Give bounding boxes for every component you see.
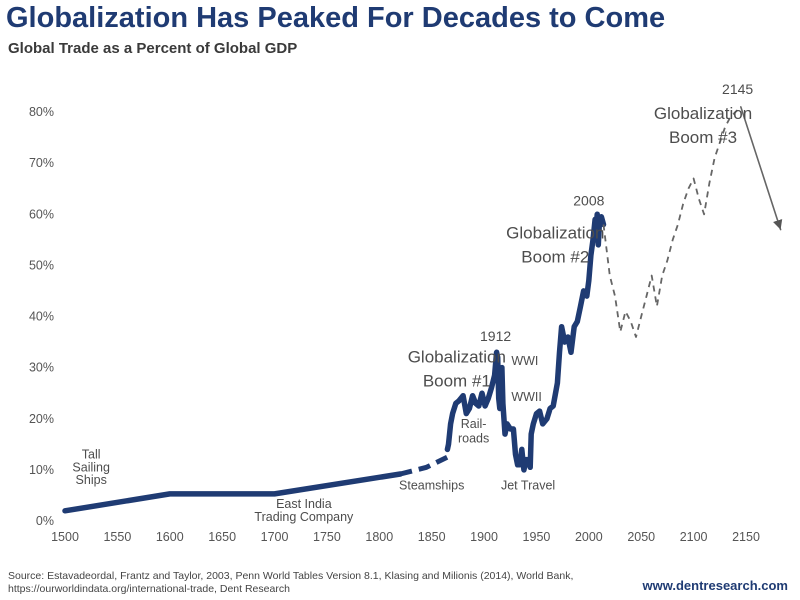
line-chart: 1500 1550 1600 1650 1700 1750 1800 1850 1900 1950… xyxy=(29,81,783,544)
x-tick-label: 1550 xyxy=(103,530,131,544)
annotation-label: Globalization xyxy=(408,348,506,367)
x-tick-label: 1650 xyxy=(208,530,236,544)
source-line-1: Source: Estavadeordal, Frantz and Taylor… xyxy=(8,570,574,582)
x-tick-label: 1900 xyxy=(470,530,498,544)
x-tick-label: 1950 xyxy=(523,530,551,544)
y-tick-label: 30% xyxy=(29,361,54,375)
annotation-label: Ships xyxy=(76,473,107,487)
annotation-label: Tall xyxy=(82,448,101,462)
annotation-label: WWI xyxy=(511,354,538,368)
annotation-label: Boom #3 xyxy=(669,128,737,147)
annotation-label: East India xyxy=(276,497,332,511)
x-tick-label: 1750 xyxy=(313,530,341,544)
y-tick-label: 40% xyxy=(29,310,54,324)
annotation-label: 2008 xyxy=(573,193,604,209)
chart-subtitle: Global Trade as a Percent of Global GDP xyxy=(8,40,298,57)
x-tick-label: 2150 xyxy=(732,530,760,544)
source-line-2: https://ourworldindata.org/international… xyxy=(8,583,290,595)
x-axis: 1500 1550 1600 1650 1700 1750 1800 1850 1900 1950… xyxy=(51,530,760,544)
x-tick-label: 1850 xyxy=(418,530,446,544)
annotation-label: 1912 xyxy=(480,328,511,344)
series-line-1 xyxy=(62,471,404,514)
annotation-label: Steamships xyxy=(399,478,464,492)
x-tick-label: 1700 xyxy=(261,530,289,544)
source-note: Source: Estavadeordal, Frantz and Taylor… xyxy=(8,570,618,596)
annotation-label: Rail- xyxy=(461,417,487,431)
x-tick-label: 1600 xyxy=(156,530,184,544)
x-tick-label: 1500 xyxy=(51,530,79,544)
series-line-2 xyxy=(399,454,449,477)
y-tick-label: 80% xyxy=(29,105,54,119)
series-line-5 xyxy=(739,106,783,231)
series-layer xyxy=(62,106,783,514)
annotation-label: WWII xyxy=(511,390,542,404)
annotation-label: Globalization xyxy=(506,223,604,242)
annotation-label: Trading Company xyxy=(254,510,354,524)
y-tick-label: 20% xyxy=(29,412,54,426)
x-tick-label: 2100 xyxy=(680,530,708,544)
x-tick-label: 2050 xyxy=(627,530,655,544)
y-tick-label: 70% xyxy=(29,156,54,170)
annotation-label: Globalization xyxy=(654,104,752,123)
series-line-4 xyxy=(602,106,742,338)
annotation-label: Boom #2 xyxy=(521,247,589,266)
annotation-label: Sailing xyxy=(72,460,110,474)
annotation-label: Boom #1 xyxy=(423,372,491,391)
y-axis: 0% 10% 20% 30% 40% 50% 60% 70% 80% xyxy=(29,105,54,528)
website-link[interactable]: www.dentresearch.com xyxy=(642,578,788,593)
annotation-label: Jet Travel xyxy=(501,478,555,492)
y-tick-label: 10% xyxy=(29,463,54,477)
x-tick-label: 1800 xyxy=(365,530,393,544)
x-tick-label: 2000 xyxy=(575,530,603,544)
series-line-3 xyxy=(444,211,607,473)
y-tick-label: 50% xyxy=(29,258,54,272)
chart-title: Globalization Has Peaked For Decades to … xyxy=(6,2,666,34)
y-tick-label: 60% xyxy=(29,207,54,221)
y-tick-label: 0% xyxy=(36,514,54,528)
annotation-label: roads xyxy=(458,431,489,445)
annotation-label: 2145 xyxy=(722,81,753,97)
